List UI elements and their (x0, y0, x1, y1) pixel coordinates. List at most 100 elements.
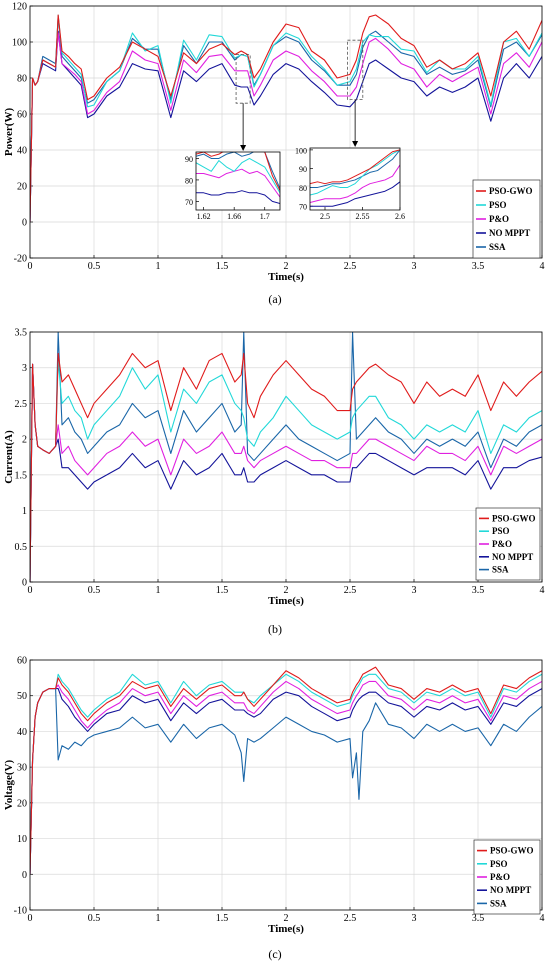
panel-c-xtick-label: 2.5 (344, 913, 357, 924)
panel-a-xtick-label: 4 (540, 261, 545, 272)
panel-a-inset-1-series-p-o (196, 168, 280, 198)
panel-a-xtick-label: 3 (412, 261, 417, 272)
panel-a-inset-1-series-pso (196, 157, 280, 194)
panel-a-series-no-mppt (30, 30, 542, 223)
panel-b-ylabel: Current(A) (3, 430, 15, 484)
panel-a-inset-1: 1.62 1.66 1.7 70 80 90 (185, 54, 281, 221)
panel-b-legend-label-pso: PSO (492, 526, 510, 536)
panel-a-ytick-label: 100 (12, 38, 27, 49)
panel-a-ytick-label: 20 (17, 182, 27, 193)
panel-a-inset-1-arrow-head (240, 145, 247, 151)
panel-c-ytick-label: 0 (22, 870, 27, 881)
panel-a-inset-2-series-ssa (310, 149, 400, 188)
panel-a-xtick-label: 3.5 (472, 261, 485, 272)
panel-c-ytick-label: 30 (17, 763, 27, 774)
panel-b-legend-label-no-mppt: NO MPPT (492, 552, 533, 562)
panel-c-xtick-label: 3.5 (472, 913, 485, 924)
panel-b-series-pso (30, 360, 542, 582)
panel-b-frame (29, 331, 543, 583)
panel-a-inset-1-ytick-label: 80 (185, 176, 193, 185)
panel-c-legend-label-ssa: SSA (490, 898, 507, 908)
panel-a-xtick-label: 0 (28, 261, 33, 272)
panel-b-series-no-mppt (30, 363, 542, 582)
panel-c-ytick-label: 50 (17, 691, 27, 702)
panel-a-ylabel: Power(W) (3, 108, 15, 157)
panel-a-inset-1-xtick-label: 1.7 (260, 212, 270, 221)
panel-a-xtick-label: 2 (284, 261, 289, 272)
caption-c: (c) (268, 947, 281, 961)
panel-a-legend-label-pso: PSO (489, 200, 507, 210)
panel-b-ytick-label: 0 (22, 578, 27, 589)
panel-b-xtick-label: 0.5 (88, 585, 101, 596)
panel-c-legend-label-pso: PSO (490, 859, 508, 869)
panel-b-legend-label-pso-gwo: PSO-GWO (492, 513, 536, 523)
caption-a: (a) (268, 292, 281, 306)
panel-c-legend-label-p-o: P&O (490, 872, 510, 882)
panel-c-series-pso (30, 673, 542, 875)
panel-c-ytick-label: 40 (17, 727, 27, 738)
panel-a-frame (29, 5, 543, 259)
panel-c: 0 0.5 1 1.5 2 2.5 3 3.5 4-100102030405060Time(s)… (3, 656, 545, 936)
panel-c-xlabel: Time(s) (268, 923, 304, 935)
panel-c-series-pso-gwo (30, 666, 542, 875)
panel-c-xtick-label: 1 (156, 913, 161, 924)
panel-c-ytick-label: 20 (17, 798, 27, 809)
panel-c-ytick-label: -10 (14, 906, 27, 917)
panel-a-legend-label-no-mppt: NO MPPT (489, 228, 530, 238)
panel-b-xtick-label: 3.5 (472, 585, 485, 596)
panel-a-inset-1-ytick-label: 90 (185, 155, 193, 164)
panel-a-legend-label-ssa: SSA (489, 242, 506, 252)
panel-b-ytick-label: 3.5 (15, 328, 28, 339)
panel-a-ytick-label: 60 (17, 110, 27, 121)
panel-a-legend-label-p-o: P&O (489, 214, 509, 224)
panel-b-ytick-label: 3 (22, 363, 27, 374)
panel-a-inset-2-frame (309, 147, 401, 211)
panel-a-ytick-label: 80 (17, 74, 27, 85)
panel-c-xtick-label: 4 (540, 913, 545, 924)
panel-a-inset-2-ytick-label: 100 (295, 146, 307, 155)
panel-c-xtick-label: 3 (412, 913, 417, 924)
panel-b-ytick-label: 0.5 (15, 542, 28, 553)
panel-a-inset-2-xtick-label: 2.55 (356, 212, 370, 221)
panel-a-xtick-label: 1 (156, 261, 161, 272)
panel-c-series-p-o (30, 680, 542, 875)
panel-a-inset-1-zoom-region (235, 54, 251, 104)
panel-b-legend-label-ssa: SSA (492, 565, 509, 575)
panel-a-inset-2: 2.5 2.55 2.6 70 80 90 100 (295, 39, 405, 221)
panel-a-xtick-label: 2.5 (344, 261, 357, 272)
panel-a-ytick-label: 120 (12, 2, 27, 13)
panel-a-inset-2-series-pso (310, 149, 400, 196)
panel-a-inset-2-arrow-head (352, 141, 359, 147)
panel-b-series-pso-gwo (30, 352, 542, 582)
panel-b-xtick-label: 3 (412, 585, 417, 596)
panel-a-ytick-label: -20 (14, 254, 27, 265)
panel-b-xtick-label: 4 (540, 585, 545, 596)
panel-b-xtick-label: 2.5 (344, 585, 357, 596)
panel-b-xtick-label: 0 (28, 585, 33, 596)
panel-a-inset-1-plot-area (196, 152, 280, 210)
panel-b-xtick-label: 2 (284, 585, 289, 596)
panel-c-legend-label-pso-gwo: PSO-GWO (490, 846, 534, 856)
panel-a-legend-label-pso-gwo: PSO-GWO (489, 186, 533, 196)
panel-b-ytick-label: 2.5 (15, 399, 28, 410)
panel-a: 0 0.5 1 1.5 2 2.5 3 3.5 4-20020406080100120Time(… (3, 2, 545, 284)
caption-b: (b) (268, 622, 282, 636)
panel-a-inset-2-ytick-label: 90 (299, 165, 307, 174)
panel-a-ytick-label: 0 (22, 218, 27, 229)
panel-b-xtick-label: 1 (156, 585, 161, 596)
panel-c-xtick-label: 0.5 (88, 913, 101, 924)
panel-a-inset-1-ytick-label: 70 (185, 198, 193, 207)
panel-b-ytick-label: 1 (22, 506, 27, 517)
panel-a-ytick-label: 40 (17, 146, 27, 157)
panel-a-inset-1-xtick-label: 1.66 (227, 212, 241, 221)
panel-c-series-ssa (30, 688, 542, 875)
panel-b-series-p-o (30, 363, 542, 582)
panel-c-xtick-label: 1.5 (216, 913, 229, 924)
panel-b-ytick-label: 2 (22, 435, 27, 446)
panel-c-ylabel: Voltage(V) (3, 760, 15, 811)
panel-a-xtick-label: 0.5 (88, 261, 101, 272)
panel-a-legend (472, 179, 541, 259)
panel-c-xtick-label: 2 (284, 913, 289, 924)
panel-a-xlabel: Time(s) (268, 271, 304, 283)
